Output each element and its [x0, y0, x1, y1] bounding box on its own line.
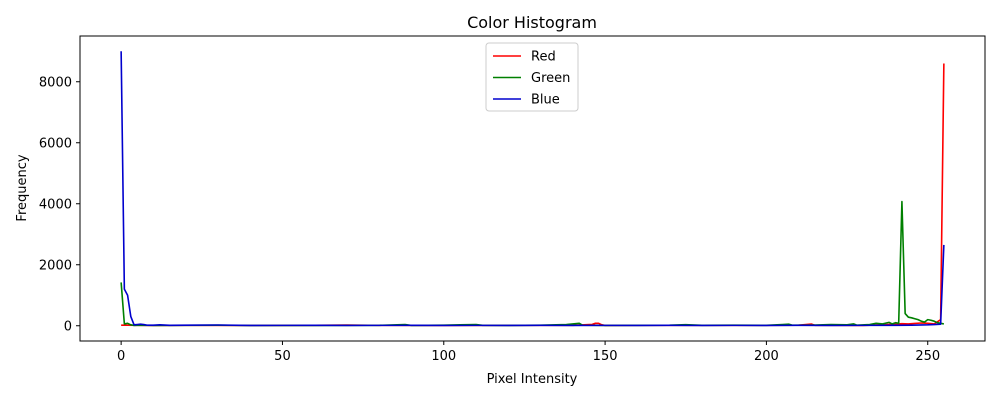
- chart-title: Color Histogram: [467, 13, 597, 32]
- legend-box: [485, 42, 579, 112]
- x-axis-label: Pixel Intensity: [487, 372, 578, 387]
- legend-label-green: Green: [531, 71, 570, 86]
- y-tick-label: 4000: [39, 197, 72, 212]
- x-axis-ticks: 0 50 100 150 200 250: [117, 341, 940, 364]
- y-axis-label: Frequency: [15, 154, 30, 221]
- series-line-blue: [120, 51, 945, 327]
- x-tick-label: 0: [117, 349, 125, 364]
- y-tick-label: 6000: [39, 136, 72, 151]
- x-tick-label: 150: [593, 349, 618, 364]
- plot-frame: [79, 35, 986, 342]
- legend-label-blue: Blue: [531, 93, 560, 108]
- x-tick-label: 200: [754, 349, 779, 364]
- legend-items: Red Green Blue: [493, 50, 570, 108]
- y-tick-label: 2000: [39, 258, 72, 273]
- x-tick-label: 100: [431, 349, 456, 364]
- x-tick-label: 50: [274, 349, 291, 364]
- series-layer: [120, 51, 945, 327]
- y-tick-label: 0: [64, 319, 72, 334]
- x-tick-label: 250: [915, 349, 940, 364]
- y-tick-label: 8000: [39, 75, 72, 90]
- legend-label-red: Red: [531, 50, 556, 65]
- legend: Red Green Blue: [485, 42, 579, 112]
- y-axis-ticks: 0 2000 4000 6000 8000: [39, 75, 80, 334]
